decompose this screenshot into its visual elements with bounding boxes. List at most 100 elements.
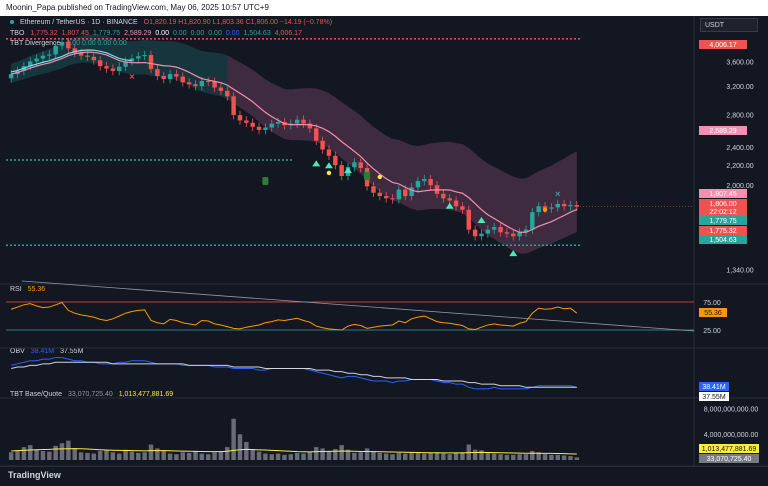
candle-body [123, 61, 128, 67]
tbo-value: 0.00 [155, 30, 169, 37]
price-axis-tick: 2,400.00 [726, 145, 753, 152]
candle-body [167, 74, 173, 80]
candle-body [116, 66, 122, 71]
price-label-text: 4,006.17 [709, 42, 736, 49]
volume-value-box [699, 454, 759, 463]
price-axis-tick: 2,800.00 [726, 112, 753, 119]
tbo-value: 0.00 [190, 30, 205, 37]
volume-bar [21, 447, 27, 460]
volume-bar [517, 454, 522, 460]
pink-cloud-band [227, 55, 577, 254]
volume-axis-tick: 4,000,000,000.00 [704, 432, 759, 439]
volume-bar [574, 457, 580, 460]
rsi-legend[interactable]: RSI 55.36 [10, 286, 49, 293]
candle-body [377, 192, 383, 197]
rsi-line [11, 301, 578, 331]
candle-body [244, 120, 249, 123]
buy-triangle-icon [477, 217, 486, 224]
volume-bar [441, 453, 446, 460]
candle-body [561, 203, 567, 207]
candle-body [174, 74, 179, 77]
volume-bar [174, 454, 179, 460]
candle-body [523, 229, 529, 233]
volume-bar [15, 450, 20, 460]
price-label-box [699, 199, 747, 208]
candle-body [161, 75, 166, 80]
price-axis-tick: 2,000.00 [726, 183, 753, 190]
price-axis-tick: 1,340.00 [726, 268, 753, 275]
tbo-divergence-legend[interactable]: TBT Divergence 0.00 0.00 0.00 0.00 [10, 40, 131, 47]
volume-bar [97, 450, 103, 460]
candle-body [485, 229, 491, 234]
candle-body [320, 140, 325, 150]
candle-body [218, 87, 224, 91]
candle-body [390, 198, 395, 200]
candle-body [453, 200, 459, 207]
volume-ma-text: 1,013,477,881.69 [702, 446, 757, 453]
candle-body [136, 56, 141, 59]
volume-bar [530, 450, 535, 460]
candle-body [199, 81, 205, 87]
candle-body [472, 229, 478, 237]
candle-body [536, 206, 541, 213]
volume-bar [186, 452, 192, 460]
tbo-value: 1,775.32 [30, 30, 58, 37]
volume-bar [116, 453, 122, 460]
obv-value-2: 37.55M [60, 348, 84, 355]
tbo-legend[interactable]: TBO 1,775.32 1,807.45 1,779.75 2,589.29 0.00… [10, 30, 310, 37]
volume-bar [123, 449, 128, 460]
ohlc-values: O1,820.19 H1,820.90 L1,803.36 C1,806.00 … [143, 19, 333, 26]
volume-bar [364, 448, 370, 460]
price-label-box [699, 126, 747, 135]
currency-button[interactable]: USDT [700, 18, 758, 32]
signal-marker-icon [364, 171, 371, 180]
obv-line [11, 361, 577, 388]
candle-body [205, 81, 211, 83]
price-axis-tick: 3,600.00 [726, 59, 753, 66]
price-label-box [699, 207, 747, 216]
obv-ma-box [699, 392, 729, 401]
candle-body [231, 96, 236, 116]
candle-body [371, 186, 376, 193]
obv-name: OBV [10, 348, 25, 355]
volume-bar [282, 454, 287, 460]
signal-dot-icon [326, 170, 332, 176]
cross-marker-icon [129, 74, 135, 79]
tbo-values: 1,775.32 1,807.45 1,779.75 2,589.29 0.00 0.00… [30, 30, 306, 37]
volume-bar [34, 449, 39, 460]
candle-body [91, 56, 97, 61]
chart-canvas[interactable]: 3,600.00 3,200.00 2,800.00 2,400.00 2,200.00… [0, 16, 768, 466]
volume-bar [53, 445, 58, 460]
volume-bar [479, 450, 484, 460]
volume-bar [161, 450, 166, 460]
tbo-divergence-name: TBT Divergence [10, 40, 61, 47]
candle-body [269, 123, 274, 128]
volume-bar [402, 453, 408, 460]
volume-bar [460, 452, 465, 460]
candle-body [511, 233, 516, 237]
volume-name: TBT Base/Quote [10, 391, 63, 398]
candle-body [53, 45, 58, 55]
price-label-box [699, 40, 747, 49]
obv-legend[interactable]: OBV 38.41M 37.55M [10, 348, 87, 355]
price-axis-tick: 3,200.00 [726, 84, 753, 91]
tbo-value: 1,807.45 [61, 30, 89, 37]
price-label-text: 1,779.75 [709, 218, 736, 225]
tbo-name: TBO [10, 30, 25, 37]
volume-bar [104, 449, 109, 460]
volume-bar [294, 452, 300, 460]
tbo-value: 0.00 [225, 30, 240, 37]
volume-ma-box [699, 444, 759, 453]
candle-body [339, 165, 344, 176]
candle-body [504, 232, 510, 234]
buy-triangle-icon [344, 167, 353, 174]
tbo-line [11, 51, 578, 233]
candle-body [314, 128, 319, 141]
volume-legend[interactable]: TBT Base/Quote 33,070,725.40 1,013,477,8… [10, 391, 177, 398]
volume-bar [542, 454, 548, 460]
volume-bar [383, 453, 389, 460]
volume-axis-tick: 8,000,000,000.00 [704, 406, 759, 413]
candle-body [491, 227, 497, 230]
rsi-name: RSI [10, 286, 22, 293]
candle-body [193, 84, 198, 87]
